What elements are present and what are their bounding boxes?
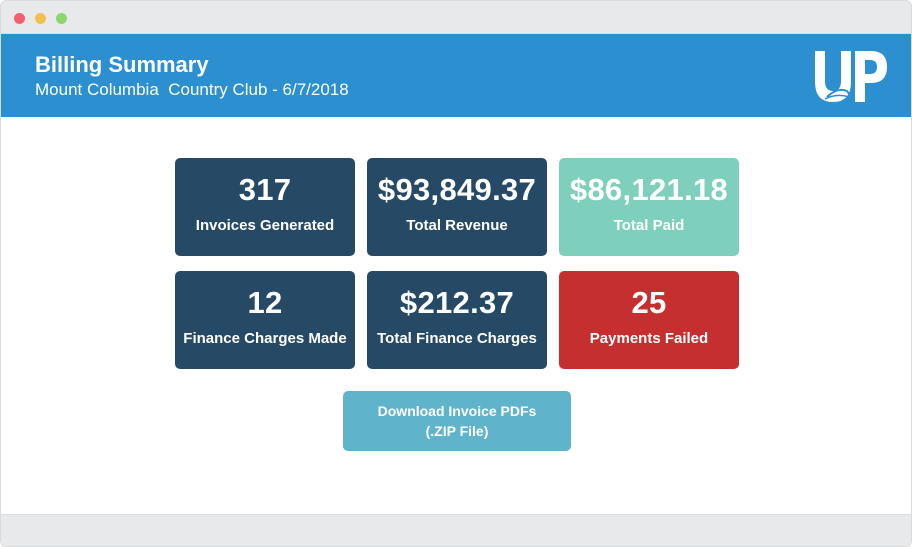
window-titlebar <box>1 1 911 34</box>
stat-value: 25 <box>631 285 667 320</box>
club-date-subtitle: Mount Columbia Country Club - 6/7/2018 <box>35 80 349 99</box>
download-button-sublabel: (.ZIP File) <box>425 423 489 439</box>
total-paid-card: $86,121.18 Total Paid <box>559 158 739 256</box>
stat-value: $86,121.18 <box>569 172 729 207</box>
stat-value: 317 <box>238 172 292 207</box>
stat-label: Total Paid <box>613 217 685 234</box>
minimize-window-button[interactable] <box>35 13 46 24</box>
maximize-window-button[interactable] <box>56 13 67 24</box>
stat-label: Total Revenue <box>406 217 508 234</box>
total-revenue-card: $93,849.37 Total Revenue <box>367 158 547 256</box>
total-finance-charges-card: $212.37 Total Finance Charges <box>367 271 547 369</box>
page-title: Billing Summary <box>35 52 209 77</box>
close-window-button[interactable] <box>14 13 25 24</box>
download-button-label: Download Invoice PDFs <box>377 403 537 419</box>
payments-failed-card: 25 Payments Failed <box>559 271 739 369</box>
summary-content: 317 Invoices Generated $93,849.37 Total … <box>1 117 911 516</box>
stat-value: $93,849.37 <box>377 172 537 207</box>
page-header: Billing Summary Mount Columbia Country C… <box>1 34 911 117</box>
up-logo <box>815 51 887 102</box>
stat-label: Payments Failed <box>589 330 709 347</box>
stat-label: Total Finance Charges <box>377 330 537 347</box>
stat-label: Finance Charges Made <box>183 330 347 347</box>
stat-label: Invoices Generated <box>195 217 335 234</box>
download-invoice-pdfs-button[interactable]: Download Invoice PDFs (.ZIP File) <box>343 391 571 451</box>
finance-charges-made-card: 12 Finance Charges Made <box>175 271 355 369</box>
stat-value: $212.37 <box>399 285 515 320</box>
invoices-generated-card: 317 Invoices Generated <box>175 158 355 256</box>
window-footer <box>1 514 911 546</box>
stat-value: 12 <box>247 285 283 320</box>
